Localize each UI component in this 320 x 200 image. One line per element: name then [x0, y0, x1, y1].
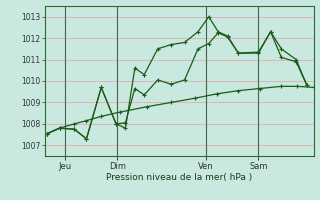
X-axis label: Pression niveau de la mer( hPa ): Pression niveau de la mer( hPa )	[106, 173, 252, 182]
